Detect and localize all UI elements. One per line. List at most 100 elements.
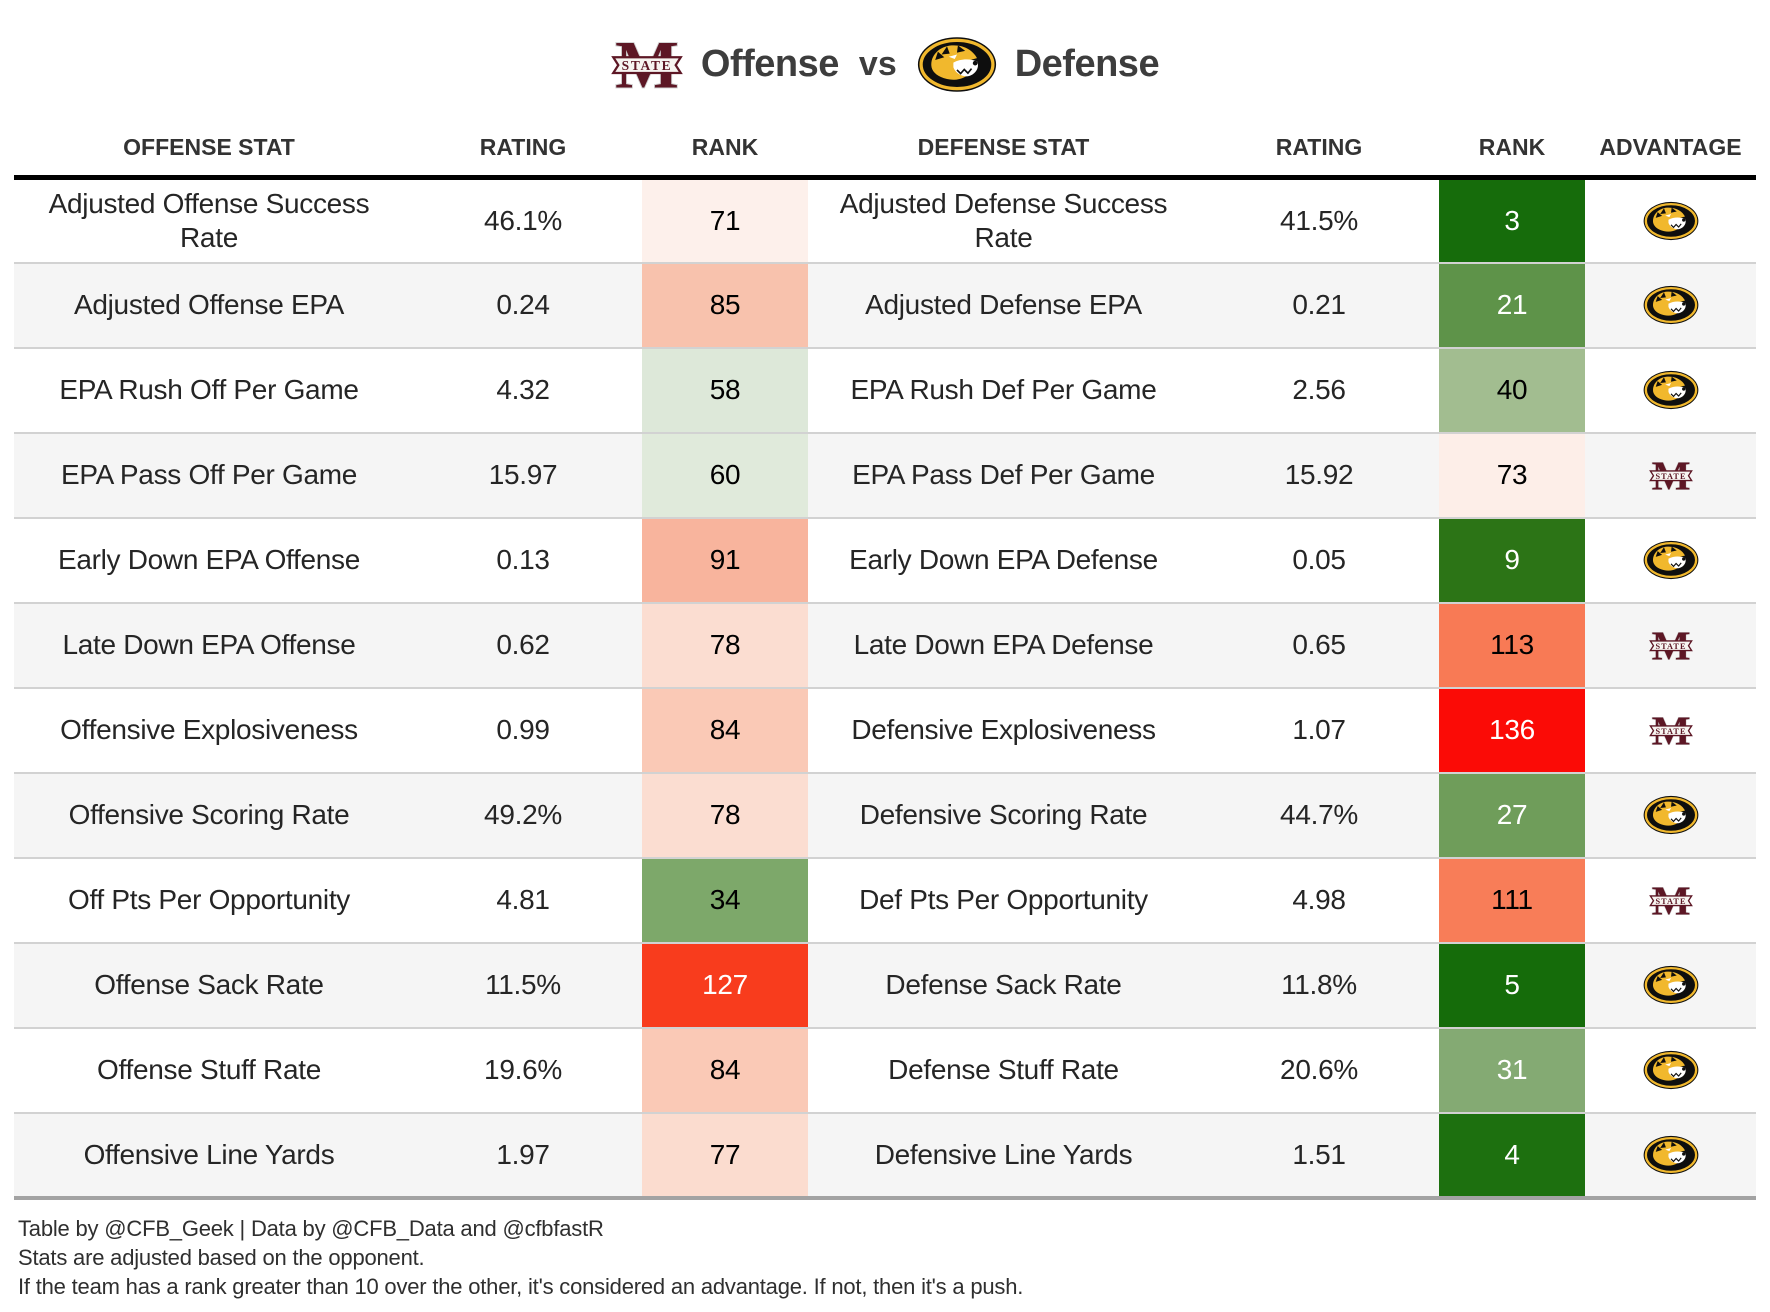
defense-stat-cell: EPA Rush Def Per Game bbox=[850, 374, 1157, 406]
footer-note-2: If the team has a rank greater than 10 o… bbox=[18, 1273, 1024, 1299]
missouri-logo bbox=[1643, 370, 1698, 410]
offense-stat-cell: Off Pts Per Opportunity bbox=[67, 884, 351, 916]
stats-table-body: Adjusted Offense Success Rate 46.1% 71 Adju… bbox=[14, 177, 1756, 1198]
svg-text:STATE: STATE bbox=[1655, 642, 1686, 651]
footer: Table by @CFB_Geek | Data by @CFB_Data a… bbox=[18, 1214, 1770, 1301]
defense-rank-cell: 31 bbox=[1439, 1027, 1585, 1113]
defense-rank-cell: 40 bbox=[1439, 347, 1585, 433]
col-header-defense-rating: Rating bbox=[1275, 134, 1363, 160]
defense-rating-cell: 41.5% bbox=[1280, 204, 1358, 236]
defense-rank-cell: 111 bbox=[1439, 857, 1585, 943]
offense-rating-cell: 1.97 bbox=[496, 1138, 550, 1170]
table-row: EPA Rush Off Per Game 4.32 58 EPA Rush Def … bbox=[14, 347, 1756, 433]
offense-stat-cell: EPA Rush Off Per Game bbox=[59, 374, 359, 406]
svg-text:STATE: STATE bbox=[1655, 472, 1686, 481]
defense-rating-cell: 4.98 bbox=[1292, 884, 1346, 915]
defense-rank-cell: 9 bbox=[1439, 517, 1585, 603]
missouri-logo bbox=[1643, 540, 1698, 580]
table-row: Early Down EPA Offense 0.13 91 Early Down E… bbox=[14, 517, 1756, 603]
defense-rank-cell: 113 bbox=[1439, 602, 1585, 688]
table-row: Offense Sack Rate 11.5% 127 Defense Sack Ra… bbox=[14, 942, 1756, 1028]
offense-rating-cell: 15.97 bbox=[488, 459, 558, 490]
offense-rank-cell: 84 bbox=[642, 687, 808, 773]
missouri-logo bbox=[1643, 965, 1698, 1005]
defense-rank-cell: 3 bbox=[1439, 177, 1585, 263]
title-offense-label: Offense bbox=[700, 42, 839, 85]
defense-stat-cell: Defense Sack Rate bbox=[885, 969, 1122, 1001]
defense-rating-cell: 15.92 bbox=[1284, 459, 1354, 490]
offense-stat-cell: Adjusted Offense EPA bbox=[73, 289, 345, 321]
table-row: Offensive Scoring Rate 49.2% 78 Defensive S… bbox=[14, 772, 1756, 858]
table-row: Adjusted Offense EPA 0.24 85 Adjusted Defen… bbox=[14, 262, 1756, 348]
defense-rank-cell: 73 bbox=[1439, 432, 1585, 518]
advantage-cell bbox=[1585, 1113, 1756, 1198]
footer-credit: Table by @CFB_Geek | Data by @CFB_Data a… bbox=[18, 1215, 604, 1241]
offense-rating-cell: 0.99 bbox=[496, 714, 550, 745]
offense-stat-cell: Late Down EPA Offense bbox=[62, 629, 356, 661]
missouri-logo bbox=[1643, 1050, 1698, 1090]
offense-rank-cell: 78 bbox=[642, 772, 808, 858]
defense-rating-cell: 2.56 bbox=[1292, 374, 1346, 405]
title-vs-label: vs bbox=[858, 44, 897, 83]
defense-stat-cell: Adjusted Defense EPA bbox=[865, 289, 1142, 321]
svg-text:STATE: STATE bbox=[1655, 897, 1686, 906]
offense-rating-cell: 46.1% bbox=[484, 204, 562, 236]
mississippi-state-logo: M STATE bbox=[1648, 453, 1693, 497]
defense-rating-cell: 0.21 bbox=[1292, 289, 1346, 320]
table-row: Late Down EPA Offense 0.62 78 Late Down EPA… bbox=[14, 602, 1756, 688]
col-header-defense-rank: Rank bbox=[1478, 134, 1546, 160]
offense-rank-cell: 60 bbox=[642, 432, 808, 518]
col-header-advantage: Advantage bbox=[1599, 134, 1742, 160]
defense-stat-cell: Defense Stuff Rate bbox=[888, 1054, 1119, 1086]
offense-rank-cell: 77 bbox=[642, 1112, 808, 1198]
table-row: EPA Pass Off Per Game 15.97 60 EPA Pass Def… bbox=[14, 432, 1756, 518]
offense-rank-cell: 71 bbox=[642, 177, 808, 263]
defense-stat-cell: Defensive Scoring Rate bbox=[859, 799, 1148, 831]
advantage-cell bbox=[1585, 263, 1756, 348]
offense-rating-cell: 0.13 bbox=[496, 544, 550, 575]
defense-rating-cell: 1.07 bbox=[1292, 714, 1346, 745]
defense-stat-cell: Defensive Line Yards bbox=[874, 1138, 1133, 1170]
table-row: Adjusted Offense Success Rate 46.1% 71 Adju… bbox=[14, 177, 1756, 263]
offense-rating-cell: 49.2% bbox=[484, 799, 562, 830]
advantage-cell: M STATE bbox=[1585, 603, 1756, 688]
missouri-logo bbox=[1643, 1135, 1698, 1174]
offense-stat-cell: Offense Stuff Rate bbox=[97, 1054, 321, 1086]
offense-stat-cell: EPA Pass Off Per Game bbox=[60, 459, 358, 491]
footer-note-1: Stats are adjusted based on the opponent… bbox=[18, 1244, 425, 1270]
offense-rank-cell: 58 bbox=[642, 347, 808, 433]
header-row: Offense Stat Rating Rank Defense Stat Ra… bbox=[14, 128, 1756, 178]
offense-rating-cell: 0.24 bbox=[496, 289, 550, 320]
title-defense-label: Defense bbox=[1014, 42, 1160, 85]
advantage-cell: M STATE bbox=[1585, 433, 1756, 518]
defense-rating-cell: 11.8% bbox=[1281, 969, 1357, 1000]
mississippi-state-logo: M STATE bbox=[1648, 878, 1693, 922]
defense-rank-cell: 5 bbox=[1439, 942, 1585, 1028]
col-header-offense-stat: Offense Stat bbox=[123, 134, 295, 160]
offense-stat-cell: Offensive Line Yards bbox=[83, 1138, 335, 1170]
offense-stat-cell: Early Down EPA Offense bbox=[57, 544, 361, 576]
defense-stat-cell: Defensive Explosiveness bbox=[851, 714, 1156, 746]
table-row: Offense Stuff Rate 19.6% 84 Defense Stuff R… bbox=[14, 1027, 1756, 1113]
mississippi-state-logo: M STATE bbox=[1648, 623, 1693, 667]
offense-rating-cell: 11.5% bbox=[485, 969, 561, 1000]
advantage-cell: M STATE bbox=[1585, 858, 1756, 943]
offense-rating-cell: 4.32 bbox=[496, 374, 550, 405]
stats-table: Offense Stat Rating Rank Defense Stat Ra… bbox=[14, 128, 1756, 1200]
offense-rank-cell: 34 bbox=[642, 857, 808, 943]
defense-rating-cell: 1.51 bbox=[1292, 1138, 1346, 1170]
advantage-cell bbox=[1585, 518, 1756, 603]
defense-stat-cell: Def Pts Per Opportunity bbox=[859, 884, 1148, 916]
defense-rating-cell: 20.6% bbox=[1280, 1054, 1358, 1085]
table-row: Offensive Explosiveness 0.99 84 Defensive E… bbox=[14, 687, 1756, 773]
defense-rating-cell: 44.7% bbox=[1280, 799, 1358, 830]
missouri-logo bbox=[917, 36, 996, 92]
table-row: Offensive Line Yards 1.97 77 Defensive Line… bbox=[14, 1112, 1756, 1198]
col-header-offense-rank: Rank bbox=[691, 134, 759, 160]
mississippi-state-logo: M STATE bbox=[1648, 708, 1693, 752]
offense-stat-cell: Offensive Explosiveness bbox=[60, 714, 358, 746]
offense-stat-cell: Adjusted Offense Success Rate bbox=[48, 188, 370, 253]
offense-rating-cell: 0.62 bbox=[496, 629, 550, 660]
advantage-cell: M STATE bbox=[1585, 688, 1756, 773]
table-row: Off Pts Per Opportunity 4.81 34 Def Pts Per… bbox=[14, 857, 1756, 943]
